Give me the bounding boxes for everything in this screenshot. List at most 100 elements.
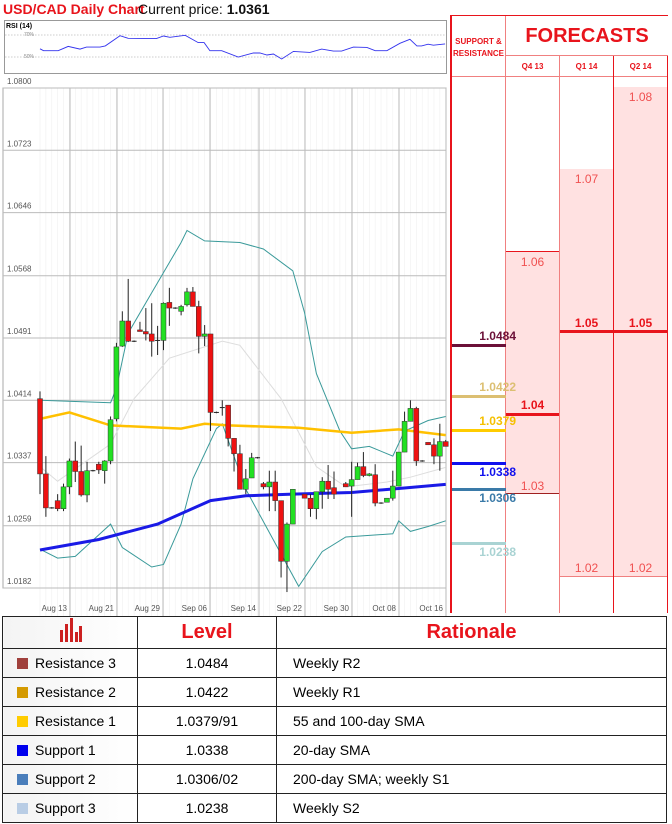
candle-down (143, 331, 149, 335)
candle-up (107, 419, 114, 462)
candle-up (101, 460, 108, 471)
candle-down (442, 441, 449, 447)
y-tick-label: 1.0259 (7, 515, 32, 524)
level-value: 1.0379/91 (137, 706, 277, 736)
x-tick-label: Sep 14 (231, 604, 257, 613)
y-tick-label: 1.0182 (7, 577, 32, 586)
sr-line-s2 (452, 488, 506, 491)
x-tick-label: Oct 16 (419, 604, 443, 613)
sma-55-100-line (39, 411, 446, 437)
level-value: 1.0238 (137, 793, 277, 823)
candle-down (190, 291, 196, 307)
candle-up (437, 441, 443, 457)
candle-up (60, 486, 67, 509)
level-name: Support 3 (35, 800, 96, 816)
x-tick-label: Sep 30 (324, 604, 350, 613)
sr-level-r1: 1.0379 (479, 414, 516, 428)
sr-line-r1 (452, 429, 506, 432)
table-row: Support 2 1.0306/02 200-day SMA; weekly … (2, 764, 667, 794)
sr-level-r3: 1.0484 (479, 329, 516, 343)
level-value: 1.0484 (137, 648, 277, 678)
level-name-cell: Support 1 (2, 735, 138, 765)
candle-down (125, 320, 131, 342)
candle-down (37, 398, 43, 475)
forecast-central-line (614, 330, 667, 333)
y-tick-label: 1.0337 (7, 452, 32, 461)
y-tick-label: 1.0723 (7, 139, 32, 148)
level-value: 1.0422 (137, 677, 277, 707)
x-tick-label: Sep 06 (182, 604, 208, 613)
candle-up (84, 470, 90, 496)
candle-up (119, 320, 126, 347)
sr-line-s3 (452, 542, 506, 545)
candle-up (266, 481, 273, 488)
support-resistance-header: SUPPORT & RESISTANCE (453, 37, 504, 58)
quarter-label: Q1 14 (575, 62, 598, 71)
quarter-label: Q4 13 (521, 62, 544, 71)
level-name-cell: Resistance 2 (2, 677, 138, 707)
forecast-high: 1.08 (628, 90, 653, 104)
candle-up (160, 302, 167, 341)
forecast-column-q1-14: Q1 14 1.07 1.05 1.02 (559, 56, 613, 613)
y-tick-label: 1.0491 (7, 327, 32, 336)
level-swatch (17, 687, 28, 698)
candle-down (148, 333, 155, 342)
level-rationale: 20-day SMA (276, 735, 667, 765)
candle-up (395, 451, 402, 487)
forecast-central-line (560, 330, 613, 333)
y-tick-label: 1.0414 (7, 389, 32, 398)
forecast-column-q2-14: Q2 14 1.08 1.05 1.02 (613, 56, 668, 613)
price-chart: 1.0800 1.0723 1.0646 1.0568 1.0491 1.0414 1.03… (2, 34, 449, 616)
candle-up (290, 489, 296, 525)
level-name-cell: Resistance 3 (2, 648, 138, 678)
forecast-low-line (614, 576, 667, 577)
candle-up (401, 421, 408, 453)
candle-up (366, 473, 373, 476)
candle-up (313, 491, 320, 509)
x-tick-label: Aug 21 (89, 604, 115, 613)
candle-down (43, 473, 49, 509)
forecast-central-line (506, 413, 559, 416)
forecast-high: 1.07 (574, 172, 599, 186)
level-name-cell: Support 3 (2, 793, 138, 823)
level-swatch (17, 716, 28, 727)
x-tick-label: Sep 22 (277, 604, 303, 613)
forecast-central: 1.04 (520, 398, 545, 412)
level-name: Resistance 1 (35, 713, 116, 729)
sr-level-s2: 1.0306 (479, 491, 516, 505)
level-swatch (17, 745, 28, 756)
table-row: Support 3 1.0238 Weekly S2 (2, 793, 667, 823)
table-row: Resistance 3 1.0484 Weekly R2 (2, 648, 667, 678)
table-row: Resistance 2 1.0422 Weekly R1 (2, 677, 667, 707)
forecasts-title: FORECASTS (505, 16, 668, 56)
current-price-value: 1.0361 (226, 1, 270, 17)
level-swatch (17, 803, 28, 814)
level-value: 1.0338 (137, 735, 277, 765)
candle-up (284, 523, 290, 562)
candle-up (319, 480, 325, 492)
candle-down (331, 487, 337, 495)
header-level: Level (137, 616, 277, 649)
level-rationale: 200-day SMA; weekly S1 (276, 764, 667, 794)
candle-down (425, 442, 431, 446)
forecast-range (506, 251, 559, 494)
forecast-panel: SUPPORT & RESISTANCE FORECASTS Q4 13 1.0… (450, 15, 668, 613)
level-name: Resistance 2 (35, 684, 116, 700)
y-tick-label: 1.0646 (7, 202, 32, 211)
level-swatch (17, 658, 28, 669)
candle-up (407, 408, 414, 422)
candle-down (237, 453, 243, 490)
header-divider (452, 76, 668, 77)
forecast-low: 1.02 (628, 561, 653, 575)
y-tick-label: 1.0800 (7, 77, 32, 86)
candle-up (384, 497, 390, 503)
candle-up (184, 291, 190, 306)
candle-up (348, 479, 355, 487)
candle-down (231, 438, 237, 454)
candle-down (137, 329, 143, 332)
bollinger-upper-line (39, 229, 446, 457)
candle-up (248, 457, 255, 479)
candle-up (113, 346, 120, 420)
candle-down (78, 471, 84, 496)
candle-up (354, 466, 361, 480)
